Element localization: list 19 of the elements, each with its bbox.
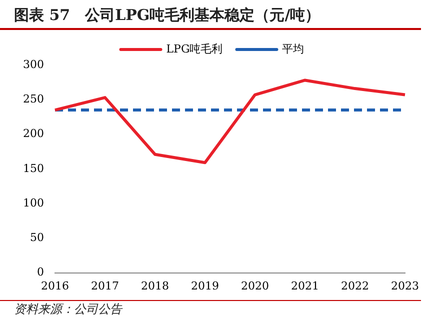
legend-label: LPG吨毛利 — [166, 42, 223, 56]
y-tick-label: 250 — [22, 92, 44, 106]
x-tick-label: 2022 — [341, 279, 369, 292]
y-tick-label: 0 — [36, 266, 44, 279]
y-tick-label: 150 — [22, 162, 44, 175]
x-tick-label: 2016 — [40, 279, 69, 292]
legend-label: 平均 — [282, 42, 304, 56]
x-tick-label: 2017 — [90, 279, 119, 292]
text: 资料来源：公司公告 — [0, 300, 421, 318]
chart-title: 图表 57 公司LPG吨毛利基本稳定（元/吨） — [0, 0, 421, 30]
y-tick-label: 300 — [22, 58, 44, 71]
x-tick-label: 2023 — [391, 279, 419, 292]
x-tick-label: 2021 — [291, 279, 319, 292]
y-tick-label: 200 — [22, 127, 44, 140]
x-tick-label: 2019 — [190, 279, 219, 292]
x-tick-label: 2018 — [140, 279, 169, 292]
x-tick-label: 2020 — [241, 279, 269, 292]
y-tick-label: 100 — [22, 196, 44, 210]
y-tick-label: 50 — [30, 231, 44, 244]
